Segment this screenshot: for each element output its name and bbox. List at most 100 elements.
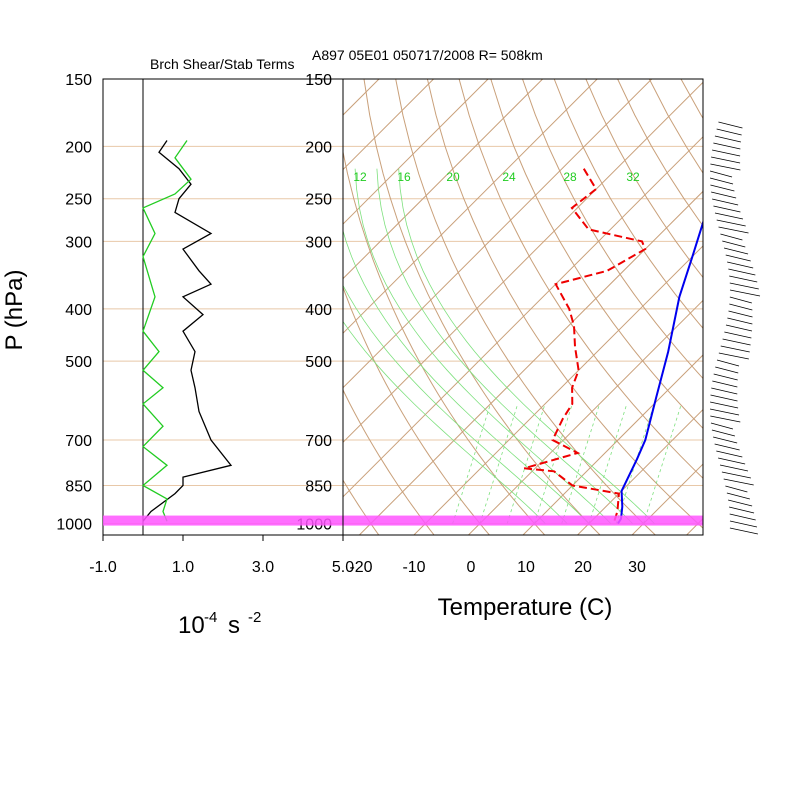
wind-barb bbox=[722, 338, 751, 346]
wind-barb bbox=[716, 450, 743, 458]
wind-barb bbox=[713, 142, 741, 150]
wind-barb bbox=[714, 212, 744, 220]
right-x-tick-label: 0 bbox=[467, 559, 476, 576]
wind-barb bbox=[712, 149, 741, 157]
wind-barb bbox=[710, 394, 738, 402]
isotherm bbox=[343, 79, 543, 280]
units-exp1: -4 bbox=[204, 609, 217, 626]
right-x-tick-label: 10 bbox=[517, 559, 535, 576]
wind-barb bbox=[709, 177, 734, 185]
wind-barb bbox=[725, 324, 753, 332]
isotherm bbox=[343, 79, 598, 334]
dry-adiabat bbox=[776, 79, 800, 535]
right-x-tick-label: -20 bbox=[349, 559, 372, 576]
isotherm bbox=[796, 79, 800, 535]
right-panel: 1502002503004005007008501000121620242832… bbox=[0, 72, 800, 576]
moist-adiabat bbox=[376, 168, 633, 524]
wind-barb bbox=[723, 247, 749, 255]
wind-barb bbox=[710, 422, 734, 430]
wind-barb bbox=[710, 156, 741, 164]
dry-adiabat bbox=[522, 79, 703, 380]
isotherm bbox=[686, 517, 703, 535]
mixing-ratio-line bbox=[534, 403, 573, 524]
left-y-tick-label: 250 bbox=[65, 192, 92, 209]
wind-barb bbox=[716, 219, 746, 227]
wind-barb bbox=[729, 296, 752, 304]
wind-barb bbox=[729, 513, 756, 521]
mixing-ratio-line bbox=[452, 403, 491, 524]
right-y-tick-label: 300 bbox=[305, 234, 332, 251]
wind-barb bbox=[729, 527, 758, 535]
right-y-tick-label: 150 bbox=[305, 72, 332, 89]
right-y-tick-label: 700 bbox=[305, 433, 332, 450]
moist-adiabat bbox=[343, 320, 546, 524]
units-s: s bbox=[228, 612, 240, 639]
left-series-line-0 bbox=[142, 140, 233, 522]
wind-barb bbox=[729, 303, 753, 311]
wind-barb bbox=[718, 226, 749, 234]
left-y-tick-label: 400 bbox=[65, 302, 92, 319]
right-x-tick-label: 20 bbox=[574, 559, 592, 576]
wind-barb bbox=[712, 198, 739, 206]
isotherm bbox=[468, 299, 703, 535]
dry-adiabat bbox=[617, 79, 703, 227]
x-axis-label-units: 10 -4 s -2 bbox=[178, 609, 261, 639]
moist-adiabat-label: 16 bbox=[397, 170, 411, 184]
wind-barb bbox=[725, 485, 748, 493]
mixing-ratio-line bbox=[506, 403, 546, 524]
isotherm bbox=[0, 79, 270, 535]
wind-barb bbox=[716, 359, 740, 367]
left-y-tick-label: 700 bbox=[65, 433, 92, 450]
right-panel-title: A897 05E01 050717/2008 R= 508km bbox=[312, 47, 543, 63]
wind-barb bbox=[729, 275, 758, 283]
moist-adiabat-label: 28 bbox=[563, 170, 577, 184]
isotherm bbox=[343, 79, 489, 225]
wind-barb bbox=[713, 373, 738, 381]
dry-adiabat bbox=[585, 79, 703, 279]
wind-barb bbox=[712, 380, 738, 388]
x-axis-label-temperature: Temperature (C) bbox=[438, 594, 613, 621]
isotherm bbox=[359, 190, 703, 535]
wind-barb bbox=[714, 135, 741, 143]
right-y-tick-label: 850 bbox=[305, 478, 332, 495]
wind-barb bbox=[729, 282, 759, 290]
mixing-ratio-line bbox=[479, 403, 519, 524]
dewpoint-profile bbox=[523, 168, 647, 524]
wind-barb bbox=[710, 401, 739, 409]
left-y-tick-label: 150 bbox=[65, 72, 92, 89]
wind-barb bbox=[722, 240, 746, 248]
wind-barb bbox=[710, 163, 741, 171]
moist-adiabat-label: 32 bbox=[626, 170, 640, 184]
moist-adiabat-label: 24 bbox=[502, 170, 516, 184]
dry-adiabat bbox=[363, 79, 601, 535]
left-y-tick-label: 1000 bbox=[56, 517, 92, 534]
isotherm bbox=[343, 79, 653, 389]
left-y-tick-label: 300 bbox=[65, 234, 92, 251]
mixing-ratio-line bbox=[561, 403, 600, 524]
wind-barb bbox=[719, 464, 749, 472]
isotherm bbox=[413, 245, 703, 535]
isotherm bbox=[577, 408, 703, 535]
y-axis-label: P (hPa) bbox=[1, 270, 28, 351]
wind-barb bbox=[716, 128, 742, 136]
wind-barb bbox=[728, 310, 753, 318]
moist-adiabat-label: 20 bbox=[446, 170, 460, 184]
right-y-tick-label: 250 bbox=[305, 192, 332, 209]
wind-barb bbox=[726, 492, 750, 500]
left-y-tick-label: 200 bbox=[65, 139, 92, 156]
left-panel-title: Brch Shear/Stab Terms bbox=[150, 56, 294, 72]
wind-barb bbox=[710, 415, 741, 423]
wind-barb bbox=[718, 352, 749, 360]
wind-barb bbox=[727, 261, 754, 269]
left-series-line-1 bbox=[141, 140, 192, 522]
wind-barb bbox=[714, 443, 740, 451]
moist-adiabat bbox=[354, 168, 612, 524]
units-exp2: -2 bbox=[248, 609, 261, 626]
wind-barb bbox=[727, 317, 753, 325]
wind-barb bbox=[729, 520, 758, 528]
right-y-tick-label: 500 bbox=[305, 354, 332, 371]
right-plot-frame bbox=[342, 78, 704, 536]
isotherm bbox=[343, 79, 434, 171]
isotherm bbox=[522, 354, 703, 535]
right-y-tick-label: 400 bbox=[305, 302, 332, 319]
